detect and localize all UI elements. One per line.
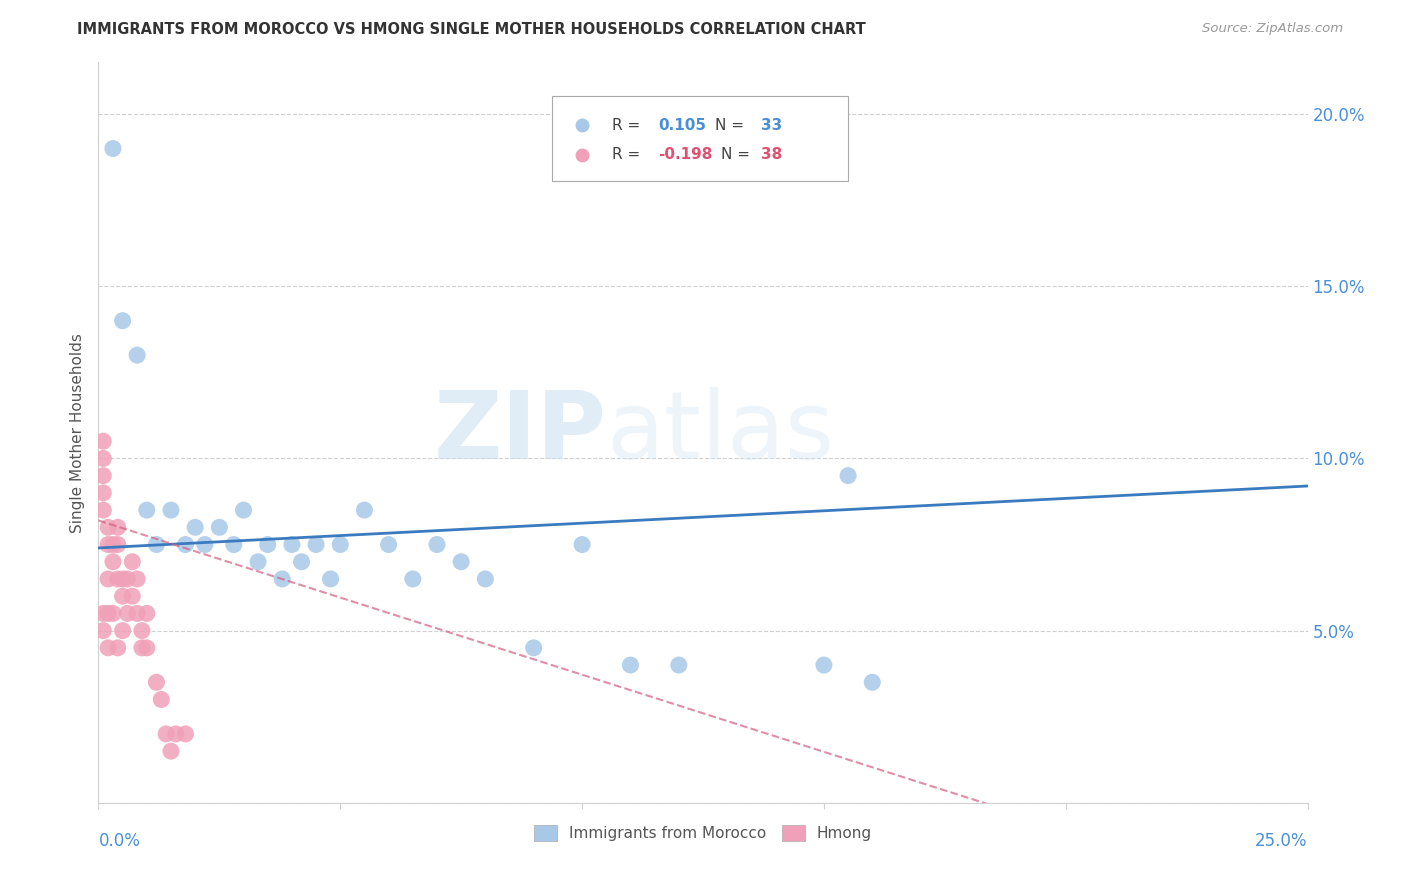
Point [145, 675, 167, 690]
Point [91, 468, 114, 483]
Y-axis label: Single Mother Households: Single Mother Households [70, 333, 86, 533]
Point [222, 537, 245, 551]
Point [145, 537, 167, 551]
Point [97, 520, 120, 534]
Point [91, 503, 114, 517]
Point [135, 607, 157, 621]
Point [155, 727, 177, 741]
Point [232, 503, 254, 517]
Point [111, 624, 134, 638]
Point [271, 572, 294, 586]
Point [174, 537, 197, 551]
Text: 0.105: 0.105 [658, 118, 706, 133]
Point [402, 572, 425, 586]
Point [101, 537, 124, 551]
Text: 38: 38 [761, 147, 782, 162]
Point [107, 572, 129, 586]
Point [208, 520, 231, 534]
Point [97, 572, 120, 586]
Text: R =: R = [613, 118, 645, 133]
Point [247, 555, 270, 569]
Text: N =: N = [721, 147, 755, 162]
Point [91, 451, 114, 466]
Text: atlas: atlas [606, 386, 835, 479]
Point [111, 589, 134, 603]
Point [111, 314, 134, 328]
Point [117, 607, 139, 621]
Point [174, 727, 197, 741]
Point [377, 537, 399, 551]
Point [101, 142, 124, 156]
Point [426, 537, 449, 551]
Point [619, 658, 641, 673]
Point [319, 572, 342, 586]
Text: 33: 33 [761, 118, 782, 133]
Point [101, 607, 124, 621]
Text: 25.0%: 25.0% [1256, 832, 1308, 850]
Point [121, 589, 143, 603]
Legend: Immigrants from Morocco, Hmong: Immigrants from Morocco, Hmong [527, 819, 879, 847]
Point [837, 468, 859, 483]
Point [160, 503, 183, 517]
Point [97, 537, 120, 551]
Point [135, 503, 157, 517]
Point [97, 607, 120, 621]
Text: IMMIGRANTS FROM MOROCCO VS HMONG SINGLE MOTHER HOUSEHOLDS CORRELATION CHART: IMMIGRANTS FROM MOROCCO VS HMONG SINGLE … [77, 22, 866, 37]
FancyBboxPatch shape [551, 95, 848, 181]
Point [571, 537, 593, 551]
Point [281, 537, 304, 551]
Point [97, 640, 120, 655]
Point [91, 434, 114, 449]
Point [150, 692, 173, 706]
Point [107, 640, 129, 655]
Point [107, 537, 129, 551]
Text: R =: R = [613, 147, 645, 162]
Point [160, 744, 183, 758]
Point [290, 555, 312, 569]
Text: N =: N = [716, 118, 749, 133]
Point [184, 520, 207, 534]
Point [353, 503, 375, 517]
Point [194, 537, 217, 551]
Point [127, 607, 149, 621]
Point [256, 537, 278, 551]
Point [91, 607, 114, 621]
Point [860, 675, 883, 690]
Point [111, 572, 134, 586]
Point [668, 658, 690, 673]
Text: 0.0%: 0.0% [98, 832, 141, 850]
Point [101, 555, 124, 569]
Point [131, 624, 153, 638]
Point [135, 640, 157, 655]
Point [121, 555, 143, 569]
Text: -0.198: -0.198 [658, 147, 713, 162]
Point [165, 727, 187, 741]
Text: Source: ZipAtlas.com: Source: ZipAtlas.com [1202, 22, 1343, 36]
Point [131, 640, 153, 655]
Point [305, 537, 328, 551]
Point [91, 624, 114, 638]
Point [813, 658, 835, 673]
Point [450, 555, 472, 569]
Point [329, 537, 352, 551]
Text: ZIP: ZIP [433, 386, 606, 479]
Point [91, 486, 114, 500]
Point [127, 572, 149, 586]
Point [523, 640, 546, 655]
Point [107, 520, 129, 534]
Point [474, 572, 496, 586]
Point [117, 572, 139, 586]
Point [127, 348, 149, 362]
